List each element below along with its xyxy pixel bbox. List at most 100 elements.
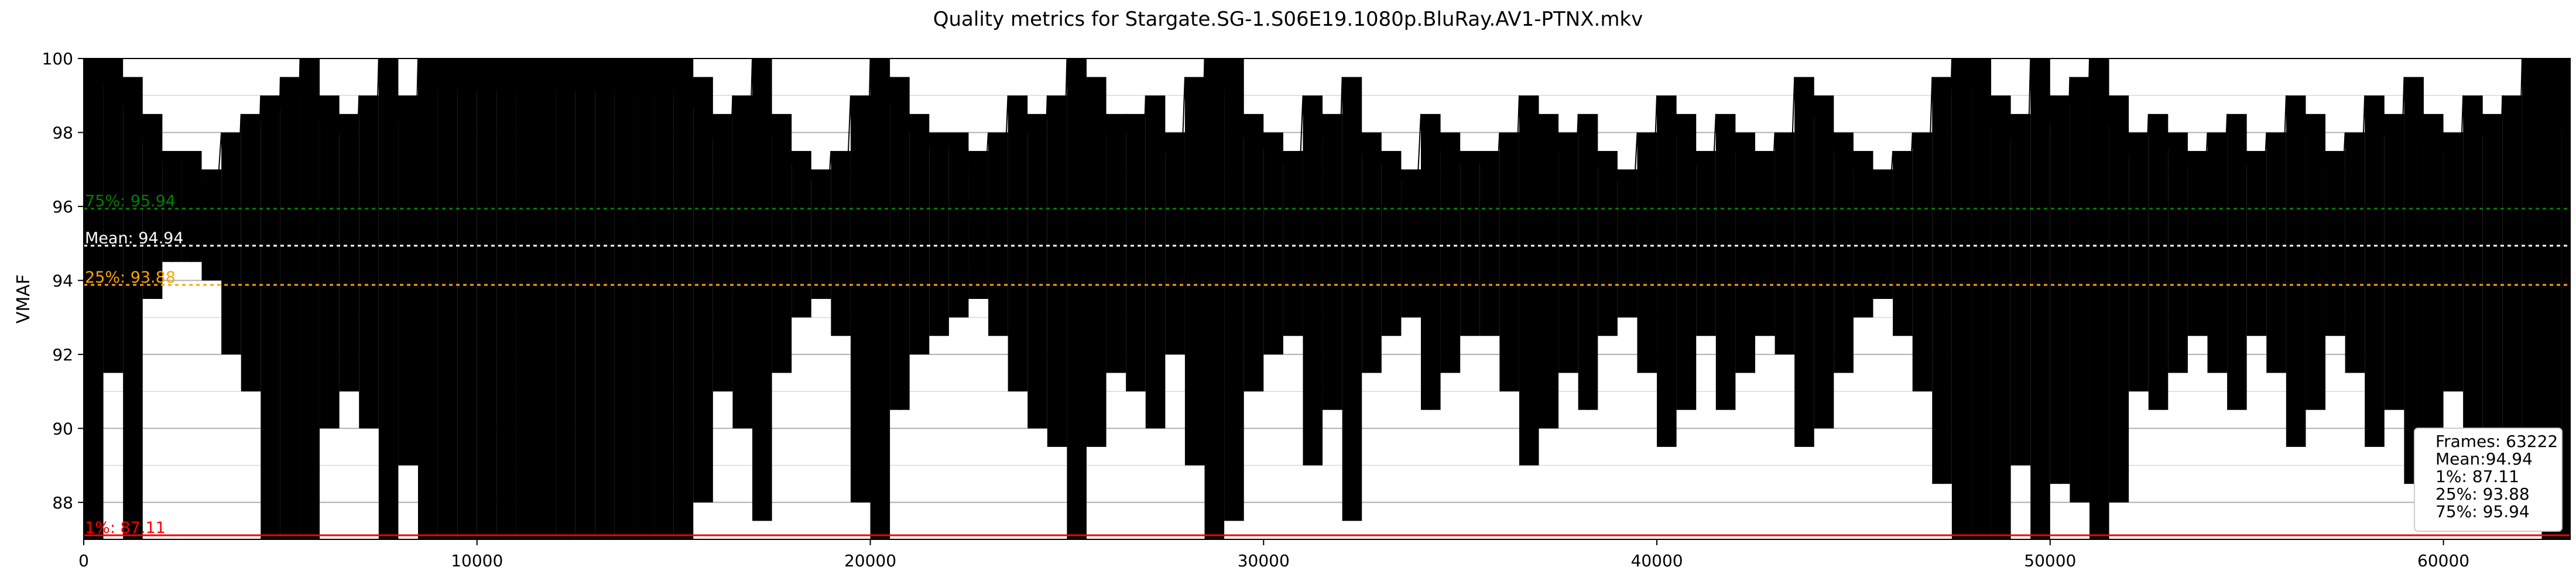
series-band bbox=[1617, 169, 1638, 318]
series-band bbox=[2443, 132, 2464, 392]
series-band bbox=[536, 58, 556, 539]
series-band bbox=[1735, 132, 1755, 373]
series-band bbox=[1873, 169, 1893, 299]
series-band bbox=[673, 58, 694, 539]
series-band bbox=[516, 58, 536, 539]
series-band bbox=[1420, 113, 1441, 410]
series-band bbox=[1834, 132, 1854, 373]
series-band bbox=[1637, 132, 1657, 373]
ref-label-25%: 25%: 93.88 bbox=[85, 269, 176, 287]
series-band bbox=[1775, 132, 1795, 355]
series-band bbox=[1263, 132, 1283, 355]
series-band bbox=[1323, 113, 1342, 410]
x-tick-label: 30000 bbox=[1238, 551, 1290, 570]
x-tick-label: 40000 bbox=[1631, 551, 1683, 570]
series-band bbox=[221, 132, 241, 355]
series-band bbox=[201, 169, 222, 281]
series-band bbox=[870, 58, 890, 539]
series-band bbox=[2404, 77, 2424, 484]
series-band bbox=[2148, 113, 2169, 410]
series-band bbox=[261, 95, 280, 539]
series-band bbox=[1126, 113, 1146, 392]
series-band bbox=[1460, 151, 1480, 336]
ref-label-75%: 75%: 95.94 bbox=[85, 192, 176, 211]
series-band bbox=[1853, 151, 1873, 318]
series-band bbox=[792, 151, 811, 318]
series-band bbox=[909, 113, 930, 355]
stats-p75: 75%: 95.94 bbox=[2435, 502, 2530, 521]
series-band bbox=[1027, 113, 1047, 429]
series-band bbox=[2207, 132, 2228, 373]
series-band bbox=[1971, 58, 1992, 539]
series-band bbox=[241, 113, 261, 392]
series-band bbox=[1184, 77, 1205, 466]
ref-label-1%: 1%: 87.11 bbox=[85, 519, 166, 537]
series-band bbox=[1244, 113, 1264, 392]
series-band bbox=[142, 113, 163, 299]
stats-box-frame bbox=[2414, 428, 2563, 532]
series-band bbox=[1224, 58, 1244, 521]
y-tick-label: 98 bbox=[52, 123, 73, 142]
series-band bbox=[417, 58, 438, 539]
y-tick-label: 94 bbox=[52, 271, 73, 290]
series-band bbox=[654, 58, 674, 539]
x-tick-label: 10000 bbox=[451, 551, 503, 570]
series-band bbox=[1499, 132, 1519, 392]
series-band bbox=[831, 151, 851, 336]
series-band bbox=[2050, 95, 2070, 484]
series-band bbox=[123, 77, 143, 540]
series-band bbox=[1696, 151, 1716, 336]
series-band bbox=[850, 95, 871, 503]
series-band bbox=[968, 151, 989, 299]
series-band bbox=[988, 132, 1008, 336]
series-band bbox=[300, 58, 320, 539]
series-band bbox=[1106, 113, 1126, 373]
y-tick-label: 96 bbox=[52, 197, 73, 216]
series-band bbox=[378, 58, 399, 539]
series-band bbox=[1558, 132, 1578, 373]
series-band bbox=[1932, 77, 1952, 484]
series-band bbox=[2423, 113, 2444, 429]
series-band bbox=[2384, 113, 2404, 410]
stats-frames: Frames: 63222 bbox=[2435, 432, 2558, 451]
series-band bbox=[1676, 113, 1697, 410]
series-band bbox=[103, 58, 124, 373]
series-band bbox=[1657, 95, 1677, 447]
data-layer bbox=[83, 58, 2570, 540]
series-band bbox=[1479, 151, 1500, 336]
series-band bbox=[929, 132, 949, 336]
series-band bbox=[634, 58, 655, 539]
series-band bbox=[320, 95, 340, 429]
x-tick-label: 0 bbox=[78, 551, 89, 570]
series-band bbox=[2325, 151, 2345, 336]
series-band bbox=[2463, 95, 2483, 447]
series-band bbox=[1008, 95, 1028, 392]
series-band bbox=[1165, 132, 1185, 355]
series-band bbox=[2109, 95, 2129, 503]
series-band bbox=[1086, 77, 1107, 447]
series-band bbox=[2246, 151, 2267, 336]
series-band bbox=[84, 58, 104, 539]
stats-p1: 1%: 87.11 bbox=[2435, 467, 2519, 486]
y-tick-label: 88 bbox=[52, 493, 73, 512]
series-band bbox=[772, 113, 792, 373]
series-band bbox=[595, 58, 615, 539]
plot-frame bbox=[83, 58, 2571, 540]
series-band bbox=[1539, 113, 1559, 429]
series-band bbox=[890, 77, 910, 410]
series-band bbox=[1303, 95, 1323, 466]
series-band bbox=[359, 95, 379, 429]
series-band bbox=[1047, 95, 1067, 447]
series-band bbox=[2030, 58, 2050, 539]
series-band bbox=[1893, 151, 1913, 336]
series-band bbox=[2168, 132, 2188, 373]
series-band bbox=[1598, 151, 1618, 336]
series-band bbox=[181, 151, 202, 262]
series-band bbox=[2482, 113, 2503, 429]
series-band bbox=[1519, 95, 1539, 466]
series-band bbox=[2266, 132, 2286, 373]
series-band bbox=[457, 58, 477, 539]
series-band bbox=[1145, 95, 1166, 429]
